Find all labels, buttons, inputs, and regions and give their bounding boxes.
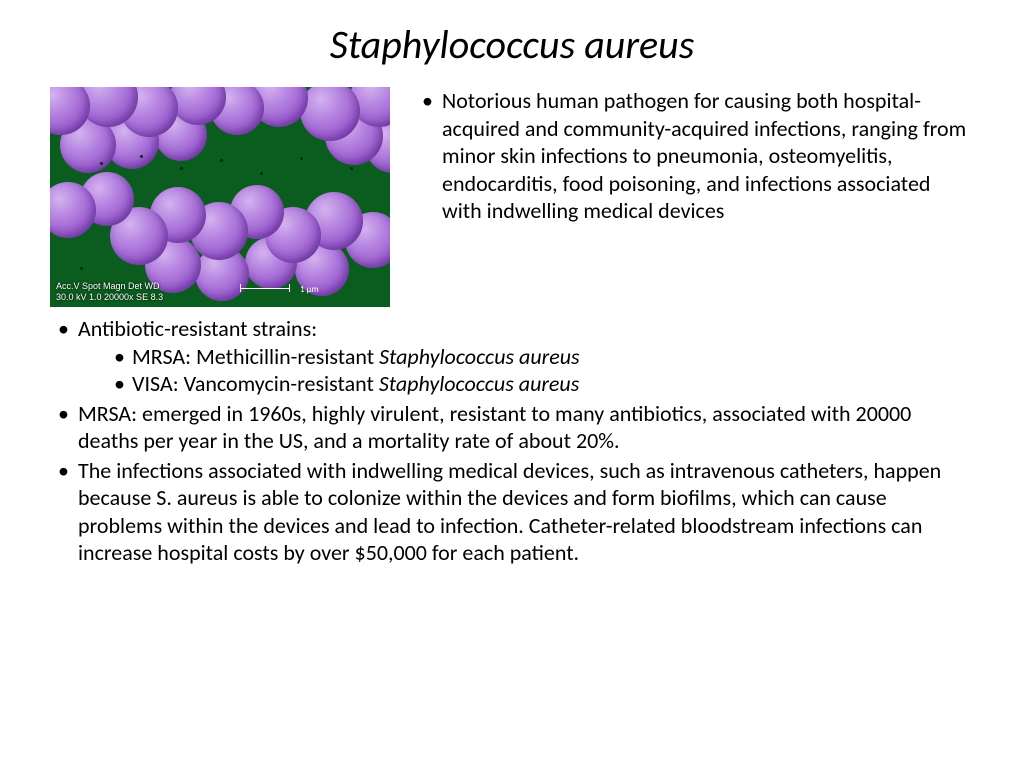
body-bullet: Antibiotic-resistant strains:MRSA: Methi… <box>50 315 974 398</box>
species-name: Staphylococcus aureus <box>379 370 580 397</box>
top-row: 1 µm Acc.V Spot Magn Det WD 30.0 kV 1.0 … <box>50 87 974 307</box>
slide: Staphylococcus aureus 1 µm Acc.V Spot Ma… <box>0 0 1024 599</box>
top-text-block: Notorious human pathogen for causing bot… <box>414 87 974 307</box>
pore-dot-icon <box>260 172 263 175</box>
caption-line-2: 30.0 kV 1.0 20000x SE 8.3 <box>56 292 163 302</box>
sub-bullet: VISA: Vancomycin-resistant Staphylococcu… <box>108 370 974 398</box>
species-name: Staphylococcus aureus <box>379 343 580 370</box>
sub-bullet: MRSA: Methicillin-resistant Staphylococc… <box>108 343 974 371</box>
pore-dot-icon <box>220 159 223 162</box>
body-bullet: MRSA: emerged in 1960s, highly virulent,… <box>50 400 974 455</box>
scale-label: 1 µm <box>300 284 319 295</box>
sub-list: MRSA: Methicillin-resistant Staphylococc… <box>108 343 974 398</box>
pore-dot-icon <box>100 162 103 165</box>
pore-dot-icon <box>300 157 303 160</box>
body-text-block: Antibiotic-resistant strains:MRSA: Methi… <box>50 315 974 567</box>
scale-bar-icon <box>240 288 290 289</box>
pore-dot-icon <box>80 267 83 270</box>
slide-title: Staphylococcus aureus <box>50 20 974 69</box>
pore-dot-icon <box>350 167 353 170</box>
top-bullet: Notorious human pathogen for causing bot… <box>414 87 974 225</box>
pore-dot-icon <box>140 155 143 158</box>
image-caption: Acc.V Spot Magn Det WD 30.0 kV 1.0 20000… <box>56 281 163 303</box>
sem-micrograph-image: 1 µm Acc.V Spot Magn Det WD 30.0 kV 1.0 … <box>50 87 390 307</box>
pore-dot-icon <box>180 167 183 170</box>
body-bullet: The infections associated with indwellin… <box>50 457 974 567</box>
caption-line-1: Acc.V Spot Magn Det WD <box>56 281 160 291</box>
